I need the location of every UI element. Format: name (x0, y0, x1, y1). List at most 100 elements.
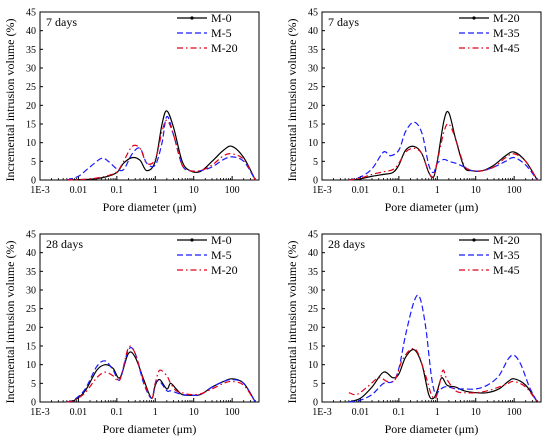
y-tick-label: 10 (308, 138, 318, 149)
x-tick-label: 1 (153, 185, 158, 196)
x-tick-label: 10 (471, 407, 481, 418)
x-axis-title: Pore diameter (μm) (103, 200, 197, 214)
y-axis-title: Incremental intrusion volume (%) (285, 241, 299, 404)
x-tick-label: 0.01 (70, 407, 88, 418)
y-axis-title: Incremental intrusion volume (%) (3, 241, 17, 404)
legend-label: M-20 (493, 233, 520, 247)
x-tick-label: 0.01 (70, 185, 88, 196)
x-tick-label: 10 (189, 407, 199, 418)
x-tick-label: 0.1 (393, 185, 406, 196)
series-line-m-20 (66, 345, 256, 403)
legend-label: M-5 (211, 26, 232, 40)
x-tick-label: 0.1 (111, 407, 124, 418)
y-tick-label: 10 (308, 360, 318, 371)
x-axis-title: Pore diameter (μm) (103, 422, 197, 436)
legend-label: M-35 (493, 26, 520, 40)
chart-panel-2: 0 5 10 15 20 25 30 35 40 45 1E-3 0.01 0.1 1 10 100 Pore … (285, 8, 542, 214)
y-axis-title: Incremental intrusion volume (%) (3, 19, 17, 182)
series-line-m-35 (348, 294, 538, 403)
x-tick-label: 1 (435, 407, 440, 418)
legend-label: M-0 (211, 233, 232, 247)
y-tick-label: 0 (313, 176, 318, 187)
y-tick-label: 15 (308, 342, 318, 353)
series-line-m-20 (348, 348, 538, 403)
panel-label: 28 days (328, 237, 365, 251)
legend-label: M-0 (211, 11, 232, 25)
series-line-m-45 (348, 123, 538, 181)
x-tick-label: 1E-3 (312, 185, 331, 196)
y-tick-label: 25 (26, 304, 36, 315)
y-tick-label: 0 (313, 398, 318, 409)
x-tick-label: 10 (471, 185, 481, 196)
series-line-m-0 (66, 351, 256, 403)
legend-label: M-45 (493, 41, 520, 55)
y-tick-label: 0 (31, 398, 36, 409)
y-tick-label: 15 (308, 120, 318, 131)
legend-label: M-5 (211, 248, 232, 262)
y-tick-label: 5 (31, 379, 36, 390)
y-tick-label: 40 (26, 248, 36, 259)
legend-marker (472, 238, 476, 242)
y-tick-label: 15 (26, 120, 36, 131)
y-tick-label: 35 (308, 267, 318, 278)
y-tick-label: 30 (26, 286, 36, 297)
y-tick-label: 5 (313, 379, 318, 390)
x-tick-label: 1 (153, 407, 158, 418)
chart-panel-4: 0 5 10 15 20 25 30 35 40 45 1E-3 0.01 0.1 1 10 100 Pore … (285, 230, 542, 436)
legend-label: M-45 (493, 263, 520, 277)
legend-marker (190, 238, 194, 242)
y-tick-label: 20 (26, 323, 36, 334)
x-axis-title: Pore diameter (μm) (385, 200, 479, 214)
y-tick-label: 20 (308, 323, 318, 334)
series-line-m-45 (348, 347, 538, 403)
y-tick-label: 25 (308, 82, 318, 93)
x-tick-label: 1E-3 (30, 407, 49, 418)
series-line-m-0 (66, 110, 256, 181)
x-tick-label: 100 (225, 185, 240, 196)
legend-label: M-20 (211, 263, 238, 277)
y-tick-label: 35 (26, 267, 36, 278)
series-line-m-5 (66, 115, 256, 181)
y-tick-label: 5 (313, 157, 318, 168)
y-tick-label: 0 (31, 176, 36, 187)
y-tick-label: 15 (26, 342, 36, 353)
x-axis-title: Pore diameter (μm) (385, 422, 479, 436)
y-axis-title: Incremental intrusion volume (%) (285, 19, 299, 182)
x-tick-label: 10 (189, 185, 199, 196)
y-tick-label: 45 (26, 8, 36, 19)
y-tick-label: 35 (308, 45, 318, 56)
y-tick-label: 10 (26, 360, 36, 371)
x-tick-label: 100 (507, 185, 522, 196)
x-tick-label: 1E-3 (312, 407, 331, 418)
y-tick-label: 45 (308, 230, 318, 241)
y-tick-label: 45 (26, 230, 36, 241)
y-tick-label: 45 (308, 8, 318, 19)
legend-label: M-20 (493, 11, 520, 25)
panel-label: 28 days (46, 237, 83, 251)
legend-label: M-20 (211, 41, 238, 55)
legend-marker (190, 16, 194, 20)
y-tick-label: 40 (308, 248, 318, 259)
y-tick-label: 35 (26, 45, 36, 56)
panel-label: 7 days (46, 15, 77, 29)
x-tick-label: 100 (225, 407, 240, 418)
panel-label: 7 days (328, 15, 359, 29)
legend-label: M-35 (493, 248, 520, 262)
y-tick-label: 25 (26, 82, 36, 93)
x-tick-label: 1E-3 (30, 185, 49, 196)
y-tick-label: 40 (308, 26, 318, 37)
x-tick-label: 0.01 (352, 407, 370, 418)
y-tick-label: 25 (308, 304, 318, 315)
y-tick-label: 5 (31, 157, 36, 168)
x-tick-label: 1 (435, 185, 440, 196)
x-tick-label: 100 (507, 407, 522, 418)
x-tick-label: 0.01 (352, 185, 370, 196)
legend-marker (472, 16, 476, 20)
y-tick-label: 30 (26, 64, 36, 75)
series-line-m-5 (66, 346, 256, 403)
x-tick-label: 0.1 (111, 185, 124, 196)
series-line-m-35 (348, 121, 538, 181)
y-tick-label: 30 (308, 64, 318, 75)
chart-panel-3: 0 5 10 15 20 25 30 35 40 45 1E-3 0.01 0.1 1 10 100 Pore … (3, 230, 260, 436)
